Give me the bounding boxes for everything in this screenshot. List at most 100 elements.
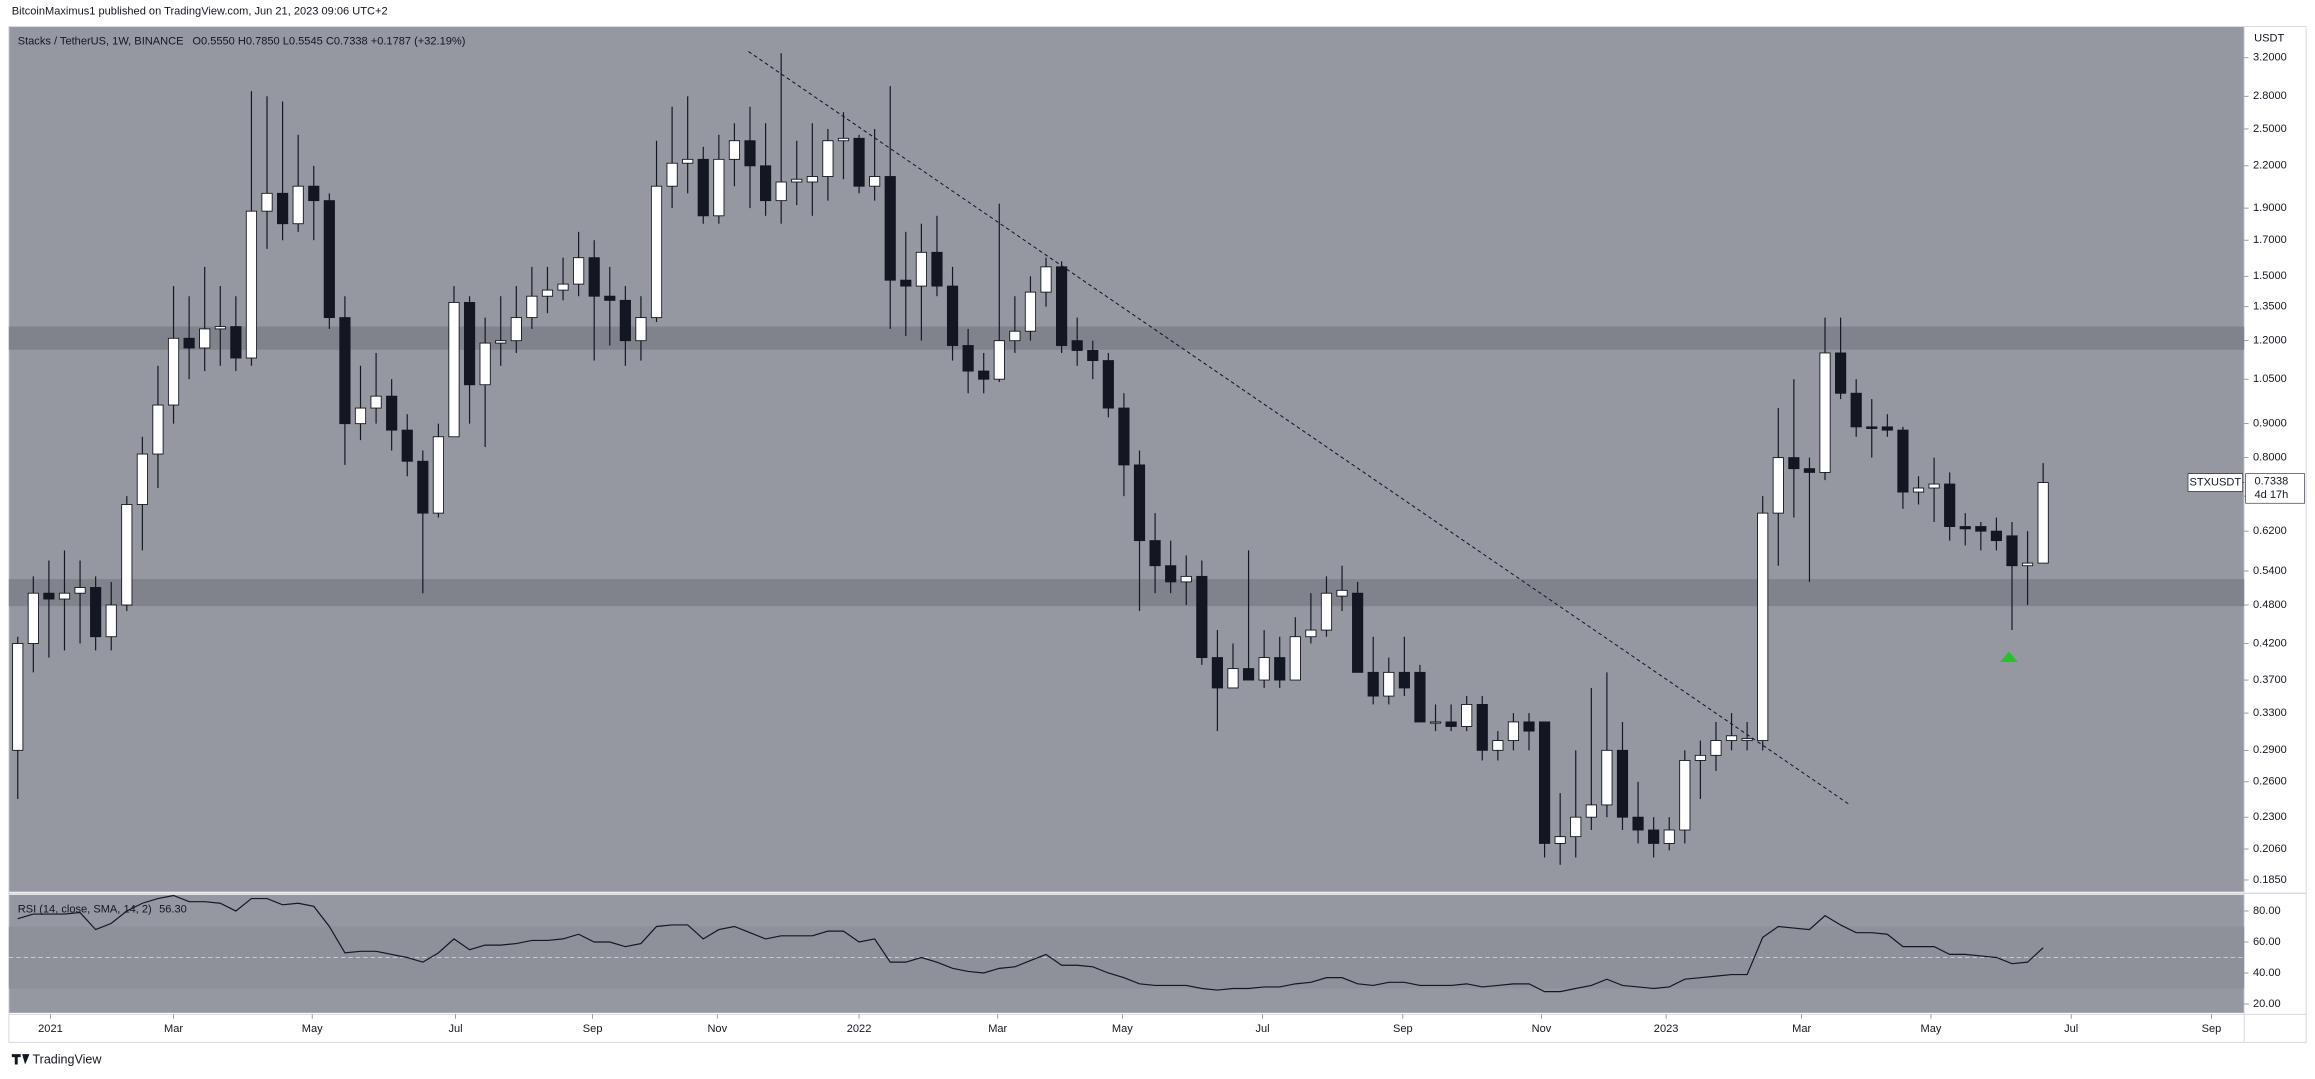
candle-body (619, 299, 631, 342)
candle-body (884, 176, 896, 281)
x-tick-label: Jul (2064, 1023, 2078, 1035)
candle-body (1741, 738, 1753, 741)
symbol-box (2187, 473, 2243, 492)
candle-body (806, 176, 818, 183)
candle-body (1944, 483, 1956, 527)
candle-body (588, 257, 600, 297)
candle-body (1757, 512, 1769, 741)
x-tick-label: Mar (988, 1023, 1007, 1035)
candle-body (837, 137, 850, 142)
candle-body (1663, 829, 1675, 844)
candle-body (1975, 526, 1987, 532)
candle-body (43, 592, 55, 600)
candle-body (1616, 749, 1629, 818)
y-tick-label: 2.5000 (2253, 123, 2287, 135)
candle-body (1492, 740, 1504, 751)
candle-body (2006, 535, 2018, 567)
candle-body (12, 643, 24, 751)
y-tick-label: 0.3700 (2253, 674, 2287, 686)
candle-body (697, 158, 709, 217)
candle-body (136, 453, 148, 505)
y-tick-label: 0.4800 (2253, 599, 2287, 611)
y-tick-label: 1.3500 (2253, 301, 2287, 313)
x-tick-label: 2022 (847, 1023, 872, 1035)
candle-body (915, 251, 927, 287)
x-tick-label: 2021 (38, 1023, 63, 1035)
candle-body (105, 604, 117, 638)
candle-body (58, 592, 71, 600)
brand: TradingView (32, 1052, 102, 1066)
candle-body (1305, 629, 1317, 638)
candle-body (479, 342, 491, 386)
candle-body (1679, 760, 1691, 831)
candle-body (713, 158, 725, 217)
candle-body (1601, 749, 1613, 806)
candle-body (183, 337, 195, 349)
candle-body (27, 592, 39, 644)
candle-body (1803, 468, 1816, 473)
candle-body (1009, 330, 1021, 342)
candle-body (1539, 721, 1551, 844)
candle-body (245, 210, 258, 359)
candle-body (682, 158, 694, 164)
y-tick-label: 3.2000 (2253, 52, 2287, 64)
candle-body (1024, 291, 1037, 332)
candle-body (199, 328, 211, 349)
candle-body (1180, 575, 1192, 583)
candle-body (1648, 829, 1660, 844)
candle-body (1056, 266, 1068, 346)
candle-body (1461, 704, 1473, 727)
rsi-last: 56.30 (159, 903, 187, 915)
y-tick-label: 0.6200 (2253, 525, 2287, 537)
candle-body (900, 279, 912, 287)
x-tick-label: Mar (1792, 1023, 1811, 1035)
candle-body (666, 162, 678, 187)
candle-body (308, 185, 320, 202)
candle-body (1383, 671, 1395, 697)
candle-body (261, 192, 273, 212)
candle-body (1414, 671, 1426, 723)
x-tick-label: Nov (1532, 1023, 1552, 1035)
y-tick-label: 1.7000 (2253, 234, 2287, 246)
candle-body (1102, 360, 1114, 409)
axis-unit: USDT (2254, 32, 2284, 44)
x-tick-label: Nov (707, 1023, 727, 1035)
x-tick-label: Jul (1256, 1023, 1270, 1035)
candle-body (1897, 429, 1909, 493)
candle-body (230, 326, 242, 359)
candle-body (417, 460, 429, 514)
candle-body (1398, 671, 1410, 689)
candle-body (931, 251, 943, 287)
candle-body (573, 257, 585, 285)
candle-body (759, 165, 772, 202)
candle-body (1835, 352, 1847, 394)
candle-body (775, 181, 787, 202)
countdown: 4d 17h (2254, 489, 2288, 501)
candle-body (822, 140, 834, 177)
candle-body (978, 370, 990, 380)
x-tick-label: 2023 (1654, 1023, 1679, 1035)
candle-body (1476, 704, 1488, 751)
candle-body (1196, 575, 1208, 659)
x-tick-label: Sep (583, 1023, 603, 1035)
x-tick-label: Mar (164, 1023, 183, 1035)
candle-body (1087, 350, 1099, 362)
candle-body (1850, 392, 1862, 428)
candle-body (2037, 482, 2049, 564)
candle-body (791, 178, 803, 183)
candle-body (946, 285, 959, 346)
candle-body (1336, 589, 1348, 597)
candle-body (869, 176, 881, 187)
candle-body (635, 317, 647, 342)
y-tick-label: 0.3300 (2253, 707, 2287, 719)
candle-body (1772, 457, 1784, 514)
y-tick-label: 0.5400 (2253, 565, 2287, 577)
candle-body (432, 436, 444, 514)
candle-body (167, 337, 180, 406)
candle-body (1429, 721, 1442, 724)
candle-body (1710, 740, 1722, 756)
y-tick-label: 2.8000 (2253, 90, 2287, 102)
sr-zone (8, 579, 2245, 607)
candle-body (2021, 562, 2034, 567)
